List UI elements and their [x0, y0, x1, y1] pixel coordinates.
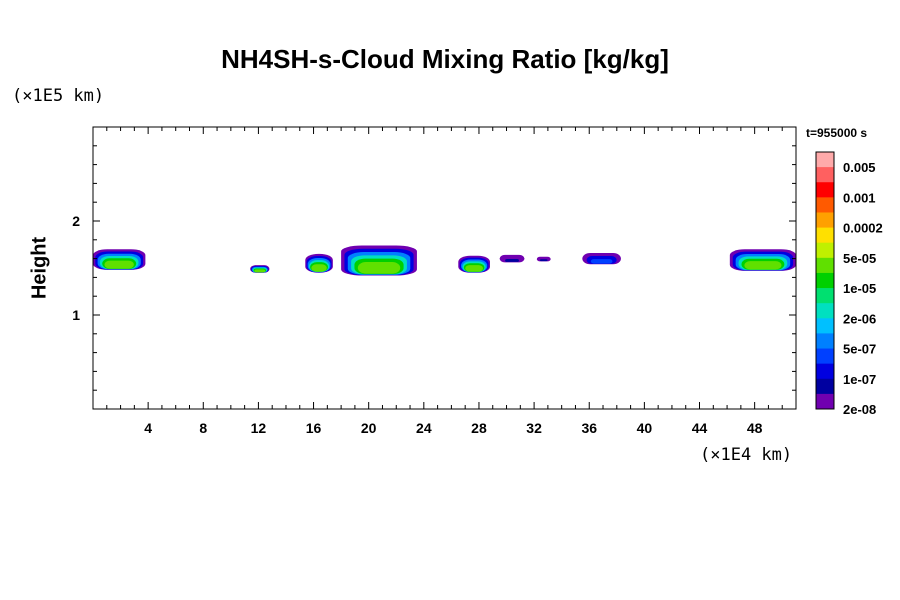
colorbar-swatch	[816, 242, 834, 259]
cloud-band	[254, 269, 266, 273]
cloud-blob	[341, 245, 417, 276]
colorbar-swatch	[816, 363, 834, 380]
colorbar-label: 0.0002	[843, 221, 883, 236]
x-tick-label: 4	[144, 420, 152, 436]
cloud-blob	[536, 256, 551, 262]
x-tick-label: 24	[416, 420, 432, 436]
x-axis-unit: (×1E4 km)	[700, 445, 793, 465]
colorbar-swatch	[816, 333, 834, 349]
plot-frame	[92, 126, 797, 410]
colorbar-swatch	[816, 272, 834, 289]
x-tick-label: 44	[692, 420, 708, 436]
x-tick-label: 48	[747, 420, 763, 436]
colorbar-swatch	[816, 152, 834, 168]
colorbar-swatch	[816, 197, 834, 213]
colorbar-swatch	[816, 257, 834, 274]
colorbar-swatch	[816, 348, 834, 365]
cloud-regions	[93, 245, 796, 276]
cloud-blob	[250, 265, 270, 273]
colorbar-swatch	[816, 303, 834, 319]
x-tick-label: 20	[361, 420, 377, 436]
cloud-band	[744, 261, 782, 270]
cloud-blob	[458, 255, 490, 273]
colorbar-label: 1e-05	[843, 281, 876, 296]
x-tick-label: 36	[581, 420, 597, 436]
cloud-blob	[499, 254, 525, 263]
colorbar-swatch	[816, 227, 834, 244]
colorbar-label: 2e-06	[843, 311, 876, 326]
colorbar-label: 5e-05	[843, 251, 876, 266]
cloud-band	[104, 260, 134, 269]
colorbar-swatch	[816, 212, 834, 228]
colorbar-label: 0.001	[843, 190, 876, 205]
x-tick-label: 16	[306, 420, 322, 436]
colorbar-swatch	[816, 288, 834, 304]
x-tick-label: 40	[637, 420, 653, 436]
y-axis-unit: (×1E5 km)	[12, 86, 105, 106]
time-label: t=955000 s	[806, 126, 868, 140]
colorbar-swatch	[816, 318, 834, 334]
y-tick-label: 2	[72, 213, 80, 229]
colorbar: 0.005 0.001 0.0002 5e-05 1e-05 2e-06 5e-07 1e-0…	[815, 151, 883, 417]
cloud-band	[590, 259, 613, 264]
colorbar-swatch	[816, 378, 834, 395]
colorbar-frame	[815, 151, 835, 410]
x-tick-label: 12	[251, 420, 267, 436]
colorbar-label: 2e-08	[843, 402, 876, 417]
cloud-layer	[93, 245, 796, 276]
cloud-band	[539, 259, 548, 262]
cloud-band	[465, 265, 484, 272]
cloud-blob	[305, 253, 333, 273]
cloud-band	[505, 258, 519, 262]
colorbar-swatch	[816, 182, 834, 198]
cloud-band	[311, 264, 327, 272]
colorbar-swatch	[816, 167, 834, 183]
colorbar-label: 5e-07	[843, 342, 876, 357]
colorbar-label: 1e-07	[843, 372, 876, 387]
y-tick-label: 1	[72, 307, 80, 323]
x-tick-label: 28	[471, 420, 487, 436]
colorbar-label: 0.005	[843, 160, 876, 175]
cloud-blob	[93, 249, 146, 270]
x-tick-label: 8	[199, 420, 207, 436]
colorbar-swatch	[816, 393, 834, 410]
cloud-blob	[582, 252, 621, 265]
chart-title: NH4SH-s-Cloud Mixing Ratio [kg/kg]	[221, 44, 669, 74]
cloud-band	[357, 261, 401, 274]
x-tick-label: 32	[526, 420, 542, 436]
cloud-blob	[729, 249, 796, 271]
